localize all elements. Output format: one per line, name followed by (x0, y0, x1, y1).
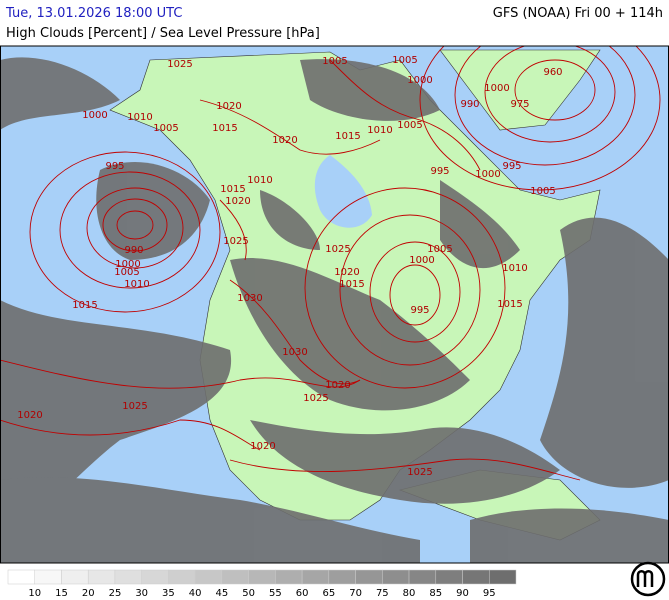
isobar-label: 1005 (530, 186, 555, 197)
land-greenland (439, 49, 601, 131)
isobar-label: 1025 (303, 393, 328, 404)
isobar-label: 1030 (282, 347, 307, 358)
legend-label: 45 (216, 588, 229, 599)
legend-label: 65 (322, 588, 335, 599)
isobar-label: 1020 (250, 441, 275, 452)
isobar-label: 1020 (225, 196, 250, 207)
legend-label: 80 (403, 588, 416, 599)
legend-label: 60 (296, 588, 309, 599)
isobar-label: 995 (410, 305, 429, 316)
legend-swatch (301, 569, 330, 585)
isobar-label: 1010 (247, 175, 272, 186)
legend-swatch (34, 569, 62, 585)
legend-label: 35 (162, 588, 175, 599)
isobar-label: 1010 (502, 263, 527, 274)
subtitle: High Clouds [Percent] / Sea Level Pressu… (6, 26, 320, 41)
isobar-label: 1025 (167, 59, 192, 70)
isobar-label: 1025 (325, 244, 350, 255)
isobar-label: 1020 (272, 135, 297, 146)
hudson-bay (314, 155, 372, 228)
legend-swatch (462, 569, 490, 585)
legend-label: 25 (109, 588, 122, 599)
isobar-label: 1020 (17, 410, 42, 421)
isobar-label: 1015 (220, 184, 245, 195)
legend-label: 55 (269, 588, 282, 599)
legend-swatch (141, 569, 169, 585)
isobar-label: 1030 (237, 293, 262, 304)
isobar-label: 1000 (409, 255, 434, 266)
legend-swatch (248, 569, 276, 585)
legend-label: 90 (456, 588, 469, 599)
isobar-label: 990 (460, 99, 479, 110)
isobar-label: 1025 (407, 467, 432, 478)
isobar-label: 1025 (122, 401, 147, 412)
isobar-label: 1010 (124, 279, 149, 290)
legend-swatch (355, 569, 383, 585)
isobar-label: 1000 (484, 83, 509, 94)
isobars (0, 46, 661, 481)
legend-swatch (194, 569, 223, 585)
isobar-label: 1020 (325, 380, 350, 391)
isobar-label: 1015 (335, 131, 360, 142)
isobar-label: 995 (502, 161, 521, 172)
legend-label: 10 (28, 588, 41, 599)
legend-label: 95 (483, 588, 496, 599)
isobar-label: 1005 (397, 120, 422, 131)
isobar-label: 1015 (212, 123, 237, 134)
legend-swatch (328, 569, 356, 585)
isobar-label: 990 (124, 245, 143, 256)
isobar-label: 1005 (427, 244, 452, 255)
legend-label: 85 (429, 588, 442, 599)
legend-swatch (168, 569, 196, 585)
legend-label: 20 (82, 588, 95, 599)
legend-swatch (408, 569, 437, 585)
legend: 10 15 20 25 30 35 40 45 50 55 60 65 70 75 80 85 90 95 (7, 569, 517, 599)
legend-swatch (489, 569, 517, 585)
logo (630, 561, 666, 597)
legend-swatch (7, 569, 35, 585)
isobar-label: 1005 (392, 55, 417, 66)
legend-swatch (275, 569, 303, 585)
isobar-label: 1005 (322, 56, 347, 67)
isobar-label: 1025 (223, 236, 248, 247)
isobar-label: 1005 (153, 123, 178, 134)
legend-swatch (382, 569, 410, 585)
isobar-label: 1015 (72, 300, 97, 311)
isobar-label: 1005 (114, 267, 139, 278)
isobar-label: 995 (105, 161, 124, 172)
legend-label: 40 (189, 588, 202, 599)
isobar-label: 1010 (127, 112, 152, 123)
timestamp: Tue, 13.01.2026 18:00 UTC (6, 6, 183, 21)
isobar-label: 1015 (497, 299, 522, 310)
legend-label: 75 (376, 588, 389, 599)
legend-swatch (114, 569, 142, 585)
legend-swatch (435, 569, 463, 585)
isobar-label: 1000 (82, 110, 107, 121)
isobar-label: 995 (430, 166, 449, 177)
isobar-label: 1000 (115, 259, 140, 270)
isobar-label: 1010 (367, 125, 392, 136)
isobar-label: 1020 (334, 267, 359, 278)
isobar-label: 960 (543, 67, 562, 78)
legend-label: 30 (135, 588, 148, 599)
cloud-layer (0, 57, 669, 563)
isobar-label: 1000 (407, 75, 432, 86)
isobar-label: 1020 (216, 101, 241, 112)
legend-label: 70 (349, 588, 362, 599)
model-run: GFS (NOAA) Fri 00 + 114h (492, 6, 663, 21)
legend-swatch (61, 569, 89, 585)
legend-swatch (87, 569, 116, 585)
isobar-label: 1015 (339, 279, 364, 290)
legend-swatch (221, 569, 249, 585)
isobar-label: 1000 (475, 169, 500, 180)
legend-label: 50 (242, 588, 255, 599)
legend-label: 15 (55, 588, 68, 599)
isobar-label: 975 (510, 99, 529, 110)
